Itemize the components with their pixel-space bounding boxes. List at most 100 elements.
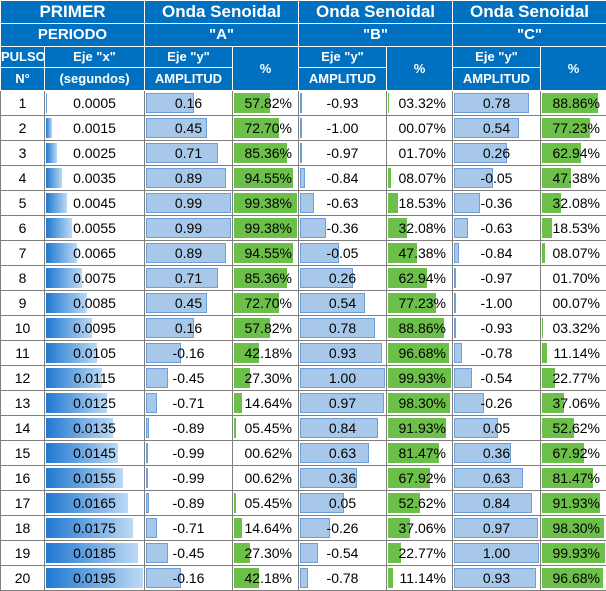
wave-c-amplitude-cell-value: -0.78 [453, 345, 540, 361]
wave-a-amplitude-cell: 0.71 [145, 266, 233, 291]
primer-periodo-header-line2: PERIODO [1, 24, 145, 47]
wave-b-amplitude-cell: 0.54 [299, 291, 387, 316]
wave-b-amplitude-cell: 0.63 [299, 441, 387, 466]
wave-a-percent-cell-value: 14.64% [233, 520, 292, 536]
wave-b-percent-cell-value: 32.08% [387, 220, 446, 236]
wave-a-percent-cell: 42.18% [233, 566, 299, 591]
wave-a-percent-cell-value: 05.45% [233, 420, 292, 436]
pulse-number-cell: 15 [1, 441, 45, 466]
x-seconds-cell: 0.0145 [45, 441, 145, 466]
pulse-number-cell-value: 3 [1, 145, 44, 161]
a-pct-header: % [233, 47, 299, 91]
pulse-number-cell-value: 2 [1, 120, 44, 136]
wave-a-percent-cell: 14.64% [233, 516, 299, 541]
wave-c-amplitude-cell-value: -1.00 [453, 295, 540, 311]
wave-b-amplitude-cell-value: -0.97 [299, 145, 386, 161]
wave-b-amplitude-cell: 0.84 [299, 416, 387, 441]
wave-a-amplitude-cell-value: 0.71 [145, 145, 232, 161]
wave-c-amplitude-cell-value: 0.26 [453, 145, 540, 161]
wave-c-percent-cell: 99.93% [541, 541, 606, 566]
wave-b-percent-cell-value: 22.77% [387, 545, 446, 561]
wave-a-amplitude-cell: 0.45 [145, 116, 233, 141]
wave-b-amplitude-cell: 0.36 [299, 466, 387, 491]
x-seconds-cell: 0.0045 [45, 191, 145, 216]
wave-c-percent-cell: 08.07% [541, 241, 606, 266]
pulse-number-cell: 10 [1, 316, 45, 341]
wave-a-percent-cell-value: 42.18% [233, 345, 292, 361]
wave-a-amplitude-cell: 0.89 [145, 166, 233, 191]
x-seconds-cell-value: 0.0095 [45, 320, 144, 336]
wave-b-amplitude-cell-value: 0.05 [299, 495, 386, 511]
pulse-number-cell-value: 4 [1, 170, 44, 186]
wave-b-percent-cell-value: 01.70% [387, 145, 446, 161]
x-seconds-cell-value: 0.0085 [45, 295, 144, 311]
wave-b-percent-cell-value: 00.07% [387, 120, 446, 136]
wave-c-percent-cell-value: 47.38% [541, 170, 600, 186]
wave-c-amplitude-cell: -0.93 [453, 316, 541, 341]
wave-a-amplitude-cell-value: -0.89 [145, 420, 232, 436]
wave-b-percent-cell: 91.93% [387, 416, 453, 441]
wave-b-percent-cell: 00.07% [387, 116, 453, 141]
wave-a-percent-cell: 27.30% [233, 366, 299, 391]
wave-c-amplitude-cell-value: 0.93 [453, 570, 540, 586]
wave-b-percent-cell: 81.47% [387, 441, 453, 466]
wave-a-amplitude-cell-value: 0.99 [145, 220, 232, 236]
wave-b-amplitude-cell-value: 0.97 [299, 395, 386, 411]
x-seconds-cell: 0.0035 [45, 166, 145, 191]
wave-c-percent-cell: 52.62% [541, 416, 606, 441]
wave-a-amplitude-cell: -0.16 [145, 341, 233, 366]
wave-a-percent-cell-value: 00.62% [233, 445, 292, 461]
pulse-number-cell-value: 20 [1, 570, 44, 586]
x-seconds-cell-value: 0.0065 [45, 245, 144, 261]
wave-a-amplitude-cell: 0.45 [145, 291, 233, 316]
wave-c-amplitude-cell-value: 1.00 [453, 545, 540, 561]
wave-c-percent-cell-value: 81.47% [541, 470, 600, 486]
wave-b-amplitude-cell: 0.78 [299, 316, 387, 341]
wave-c-amplitude-cell: 0.93 [453, 566, 541, 591]
wave-c-percent-cell-value: 98.30% [541, 520, 600, 536]
wave-b-percent-cell-value: 67.92% [387, 470, 446, 486]
b-y-header: Eje "y" [299, 47, 387, 68]
x-seconds-cell-value: 0.0025 [45, 145, 144, 161]
x-seconds-cell: 0.0165 [45, 491, 145, 516]
wave-a-percent-cell: 85.36% [233, 266, 299, 291]
wave-a-amplitude-cell-value: -0.99 [145, 445, 232, 461]
wave-a-amplitude-cell: -0.45 [145, 366, 233, 391]
x-seconds-cell: 0.0015 [45, 116, 145, 141]
wave-c-amplitude-cell: 0.63 [453, 466, 541, 491]
wave-c-amplitude-cell: -0.78 [453, 341, 541, 366]
wave-a-percent-cell: 00.62% [233, 441, 299, 466]
wave-b-amplitude-cell-value: -0.26 [299, 520, 386, 536]
wave-b-amplitude-cell-value: 0.78 [299, 320, 386, 336]
wave-c-percent-cell: 91.93% [541, 491, 606, 516]
wave-a-percent-cell-value: 05.45% [233, 495, 292, 511]
wave-a-percent-cell-value: 94.55% [233, 245, 292, 261]
wave-c-percent-cell: 98.30% [541, 516, 606, 541]
pulse-number-cell: 2 [1, 116, 45, 141]
wave-a-amplitude-cell: -0.99 [145, 466, 233, 491]
wave-b-percent-cell-value: 37.06% [387, 520, 446, 536]
wave-a-amplitude-cell: -0.89 [145, 491, 233, 516]
wave-c-percent-cell: 03.32% [541, 316, 606, 341]
wave-a-percent-cell-value: 72.70% [233, 120, 292, 136]
wave-a-amplitude-cell-value: 0.89 [145, 170, 232, 186]
wave-b-percent-cell: 03.32% [387, 91, 453, 116]
wave-b-percent-cell: 32.08% [387, 216, 453, 241]
pulse-number-cell-value: 13 [1, 395, 44, 411]
wave-a-percent-cell-value: 14.64% [233, 395, 292, 411]
wave-a-percent-cell: 72.70% [233, 116, 299, 141]
x-axis-header: Eje "x" [45, 47, 145, 68]
pulse-number-cell-value: 15 [1, 445, 44, 461]
a-y-header: Eje "y" [145, 47, 233, 68]
x-seconds-cell: 0.0115 [45, 366, 145, 391]
wave-c-amplitude-cell: 0.36 [453, 441, 541, 466]
wave-c-percent-cell: 62.94% [541, 141, 606, 166]
